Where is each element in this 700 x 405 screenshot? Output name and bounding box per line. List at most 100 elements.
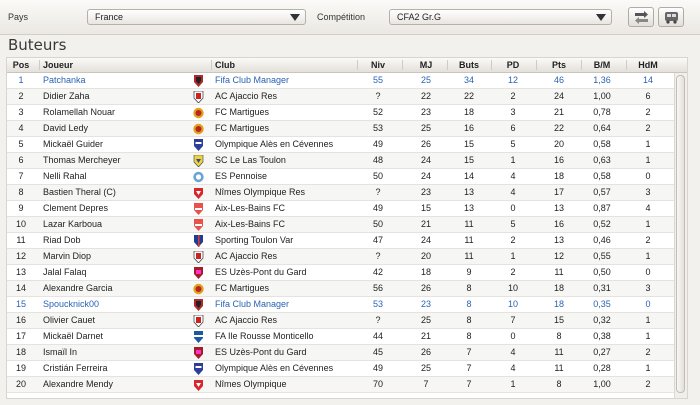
cell-player[interactable]: Alexandre Garcia [43, 283, 113, 293]
cell-pd: 2 [510, 235, 516, 245]
page-title: Buteurs [8, 36, 67, 54]
cell-bm: 0,46 [593, 235, 611, 245]
table-row[interactable]: 16 Olivier Cauet AC Ajaccio Res? 25 8 7 15 0,32… [7, 313, 687, 329]
table-row[interactable]: 4 David Ledy FC Martigues 53 25 16 6 22 0,64 2 [7, 121, 687, 137]
cell-player[interactable]: Nelli Rahal [43, 171, 87, 181]
col-mj[interactable]: MJ [419, 60, 433, 70]
cell-player[interactable]: Lazar Karboua [43, 219, 103, 229]
table-row[interactable]: 7 Nelli Rahal ES Pennoise 50 24 14 4 18 0,58 0 [7, 169, 687, 185]
chevron-down-icon [596, 14, 606, 21]
table-row[interactable]: 15 Spoucknick00 Fifa Club Manager 53 23 8 10 18… [7, 297, 687, 313]
cell-club[interactable]: FC Martigues [215, 107, 270, 117]
table-row[interactable]: 11 Riad Dob Sporting Toulon Var 47 24 11 2 13 0,… [7, 233, 687, 249]
cell-player[interactable]: Mickaël Darnet [43, 331, 104, 341]
cell-club[interactable]: FC Martigues [215, 283, 270, 293]
scrollbar-thumb[interactable] [676, 75, 685, 393]
vertical-scrollbar[interactable] [674, 73, 687, 398]
cell-hdm: 1 [645, 363, 651, 373]
cell-club[interactable]: Olympique Alès en Cévennes [215, 139, 334, 149]
cell-club[interactable]: Nîmes Olympique Res [215, 187, 306, 197]
cell-player[interactable]: Olivier Cauet [43, 315, 96, 325]
table-row[interactable]: 5 Mickaël Guider Olympique Alès en Cévenne… [7, 137, 687, 153]
cell-pts: 46 [553, 75, 564, 85]
cell-club[interactable]: Fifa Club Manager [215, 299, 290, 309]
col-hdm[interactable]: HdM [638, 60, 658, 70]
cell-player[interactable]: Bastien Theral (C) [43, 187, 116, 197]
cell-mj: 26 [420, 283, 431, 293]
table-row[interactable]: 19 Cristián Ferreira Olympique Alès en Cév… [7, 361, 687, 377]
col-bm[interactable]: B/M [593, 60, 611, 70]
cell-club[interactable]: AC Ajaccio Res [215, 251, 278, 261]
cell-pos: 20 [15, 379, 26, 389]
col-pts[interactable]: Pts [551, 60, 566, 70]
cell-club[interactable]: Fifa Club Manager [215, 75, 290, 85]
cell-buts: 7 [466, 363, 472, 373]
table-row[interactable]: 13 Jalal Falaq ES Uzès-Pont du Gard 42 18 9 2 1… [7, 265, 687, 281]
table-row[interactable]: 2 Didier Zaha AC Ajaccio Res? 22 22 2 24 1,00 6 [7, 89, 687, 105]
table-row[interactable]: 3 Rolamellah Nouar FC Martigues 52 23 18 3 21 0,… [7, 105, 687, 121]
cell-club[interactable]: Aix-Les-Bains FC [215, 203, 286, 213]
cell-player[interactable]: Didier Zaha [43, 91, 90, 101]
cell-player[interactable]: Spoucknick00 [43, 299, 100, 309]
table-row[interactable]: 10 Lazar Karboua Aix-Les-Bains FC 50 21 11 5 16… [7, 217, 687, 233]
table-row[interactable]: 9 Clement Depres Aix-Les-Bains FC 49 15 13 0 13… [7, 201, 687, 217]
cell-player[interactable]: David Ledy [43, 123, 89, 133]
cell-club[interactable]: Sporting Toulon Var [215, 235, 294, 245]
cell-club[interactable]: Olympique Alès en Cévennes [215, 363, 334, 373]
col-niv[interactable]: Niv [370, 60, 385, 70]
cell-club[interactable]: ES Uzès-Pont du Gard [215, 267, 307, 277]
table-row[interactable]: 8 Bastien Theral (C) Nîmes Olympique Res? 2… [7, 185, 687, 201]
cell-player[interactable]: Patchanka [43, 75, 86, 85]
cell-player[interactable]: Alexandre Mendy [43, 379, 114, 389]
table-row[interactable]: 6 Thomas Mercheyer SC Le Las Toulon 48 24 15 1… [7, 153, 687, 169]
cell-niv: 56 [372, 283, 383, 293]
cell-club[interactable]: FA Ile Rousse Monticello [215, 331, 314, 341]
cell-player[interactable]: Jalal Falaq [43, 267, 87, 277]
cell-pd: 1 [510, 251, 516, 261]
cell-club[interactable]: SC Le Las Toulon [215, 155, 286, 165]
cell-pos: 7 [18, 171, 24, 181]
cell-club[interactable]: AC Ajaccio Res [215, 315, 278, 325]
cell-player[interactable]: Rolamellah Nouar [43, 107, 116, 117]
cell-player[interactable]: Ismaïl In [43, 347, 78, 357]
table-row[interactable]: 14 Alexandre Garcia FC Martigues 56 26 8 10 18 0… [7, 281, 687, 297]
col-club[interactable]: Club [215, 60, 235, 70]
cell-buts: 9 [466, 267, 472, 277]
cell-pos: 16 [15, 315, 26, 325]
bus-button[interactable] [658, 7, 684, 27]
cell-mj: 24 [420, 171, 431, 181]
cell-club[interactable]: Aix-Les-Bains FC [215, 219, 286, 229]
cell-hdm: 1 [645, 331, 651, 341]
cell-pd: 5 [510, 139, 516, 149]
cell-club[interactable]: FC Martigues [215, 123, 270, 133]
cell-player[interactable]: Cristián Ferreira [43, 363, 108, 373]
col-player[interactable]: Joueur [43, 60, 74, 70]
cell-club[interactable]: Nîmes Olympique [215, 379, 287, 389]
cell-player[interactable]: Riad Dob [43, 235, 81, 245]
table-row[interactable]: 12 Marvin Diop AC Ajaccio Res? 20 11 1 12 0,55 1 [7, 249, 687, 265]
club-crest-icon [193, 107, 204, 119]
cell-club[interactable]: ES Uzès-Pont du Gard [215, 347, 307, 357]
filter-bar: Pays France Compétition CFA2 Gr.G [0, 0, 700, 35]
cell-player[interactable]: Clement Depres [43, 203, 109, 213]
cell-player[interactable]: Mickaël Guider [43, 139, 104, 149]
table-row[interactable]: 17 Mickaël Darnet FA Ile Rousse Monticello… [7, 329, 687, 345]
cell-player[interactable]: Marvin Diop [43, 251, 92, 261]
table-row[interactable]: 1 Patchanka Fifa Club Manager 55 25 34 12 46 1,3… [7, 73, 687, 89]
cell-club[interactable]: ES Pennoise [215, 171, 268, 181]
cell-player[interactable]: Thomas Mercheyer [43, 155, 121, 165]
table-header: Pos Joueur Club Niv MJ Buts PD Pts B/M H… [7, 58, 687, 73]
transfer-button[interactable] [628, 7, 654, 27]
col-pos[interactable]: Pos [12, 60, 30, 70]
cell-club[interactable]: AC Ajaccio Res [215, 91, 278, 101]
country-select[interactable]: France [87, 9, 306, 25]
cell-pos: 17 [15, 331, 26, 341]
col-buts[interactable]: Buts [459, 60, 479, 70]
club-crest-icon [194, 267, 203, 279]
cell-bm: 0,50 [593, 267, 611, 277]
table-row[interactable]: 18 Ismaïl In ES Uzès-Pont du Gard 45 26 7 4 11 0… [7, 345, 687, 361]
competition-select[interactable]: CFA2 Gr.G [389, 9, 612, 25]
cell-pos: 6 [18, 155, 24, 165]
table-row[interactable]: 20 Alexandre Mendy Nîmes Olympique 70 7 7 1 8 1,… [7, 377, 687, 393]
col-pd[interactable]: PD [506, 60, 520, 70]
